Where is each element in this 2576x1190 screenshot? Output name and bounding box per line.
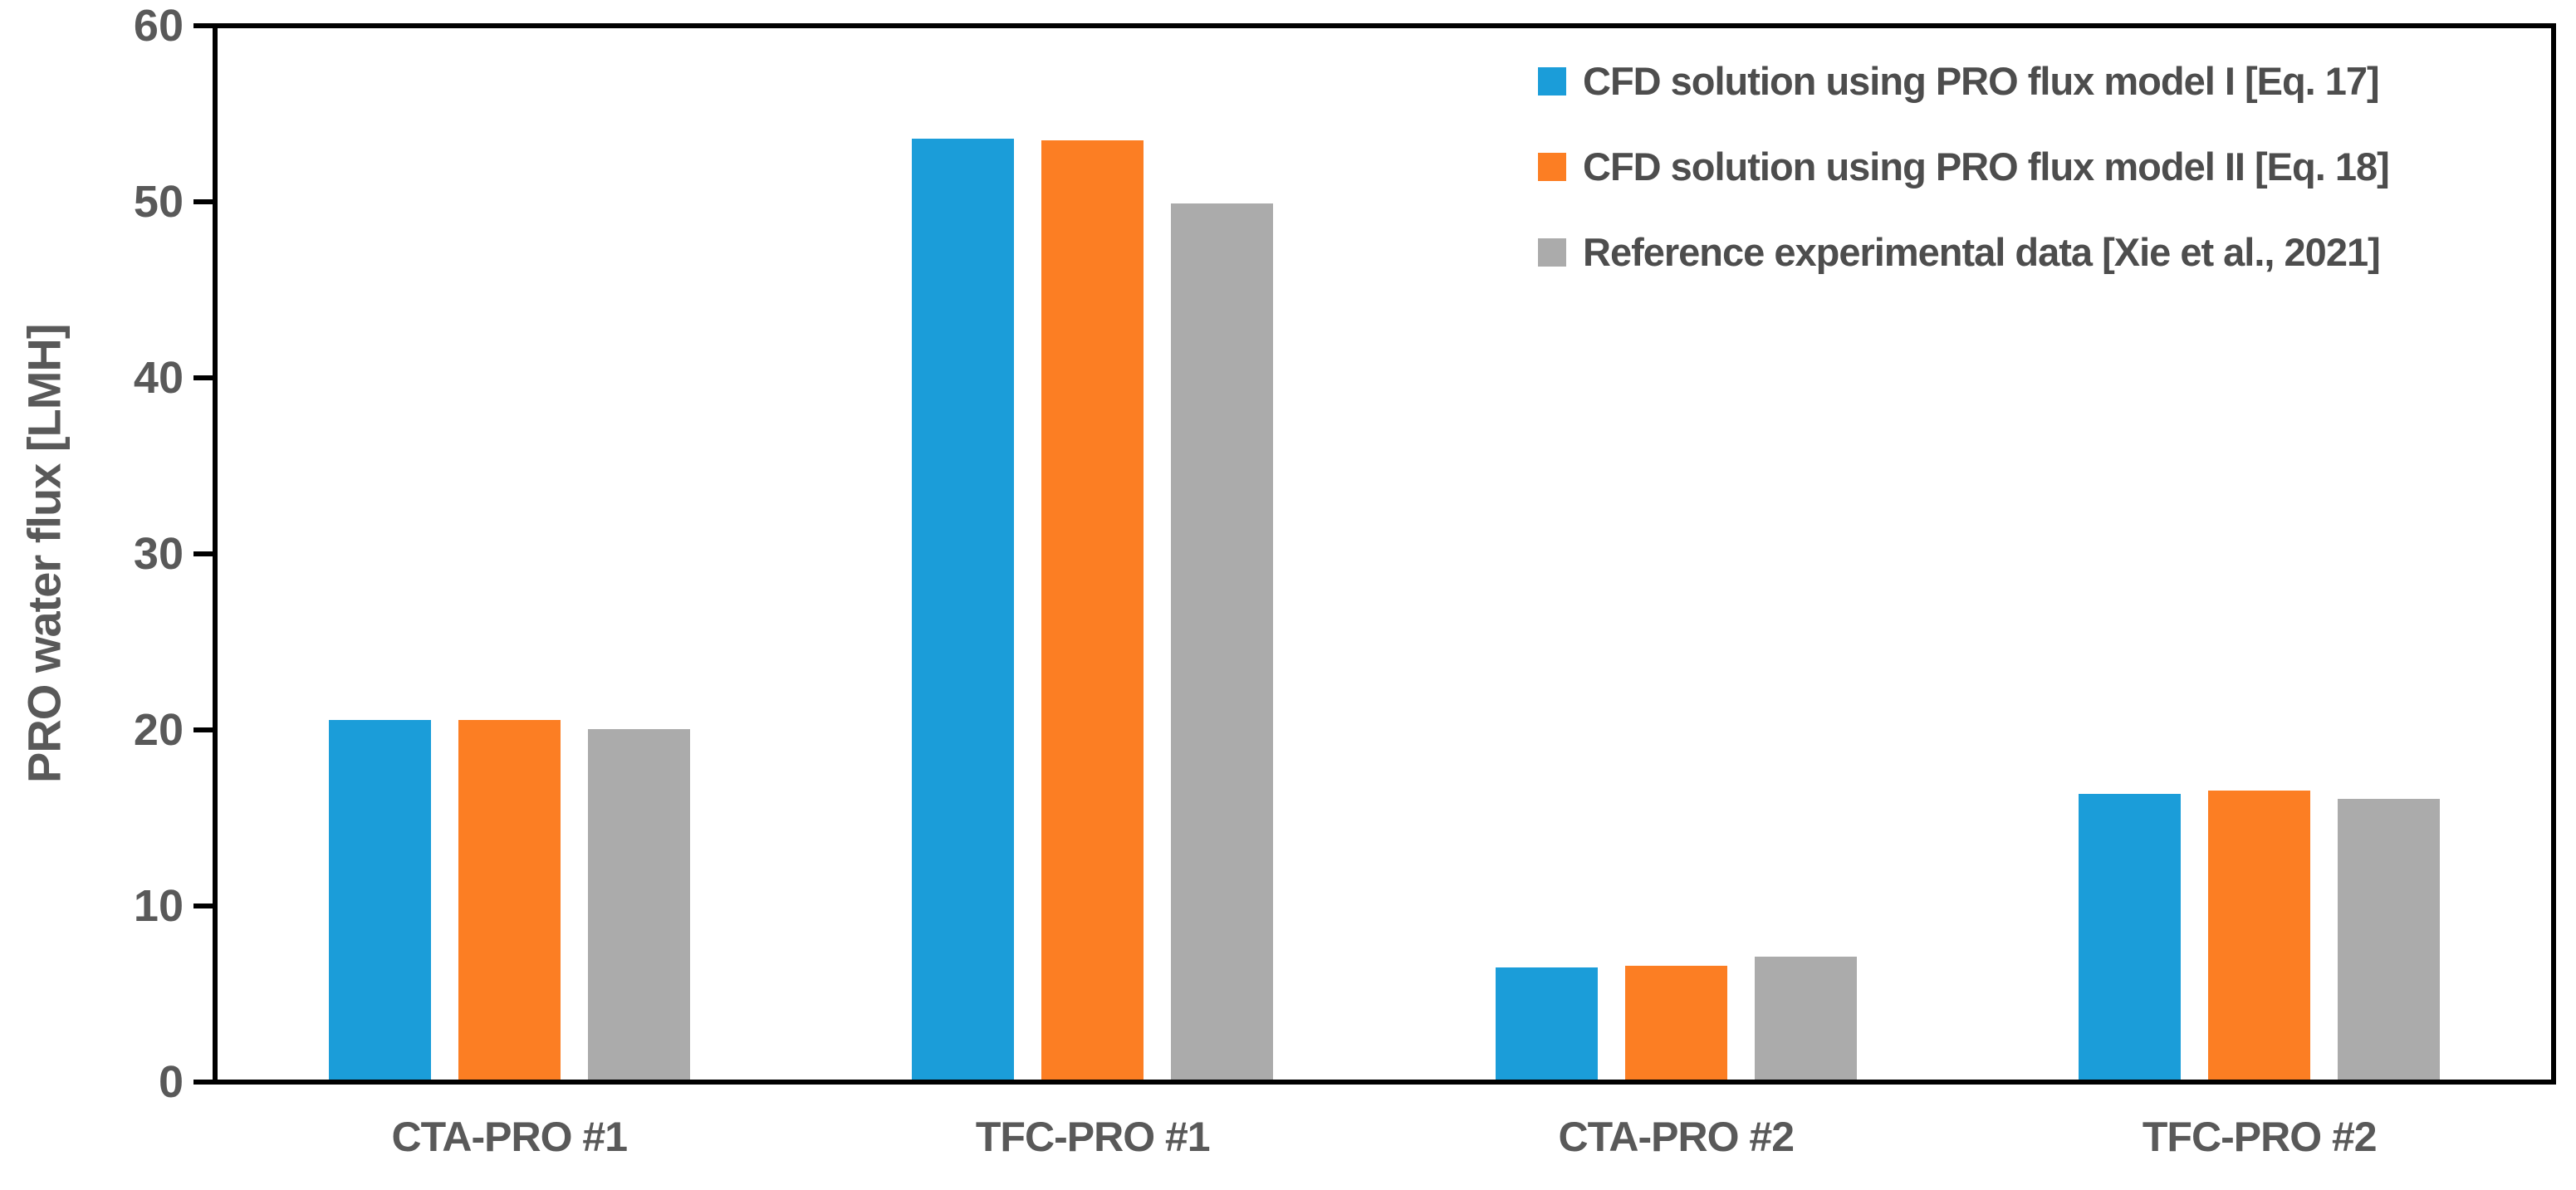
y-axis-tick-label: 40 (133, 353, 184, 403)
y-axis-tick-10 (193, 904, 213, 908)
bar-tfc-pro-2-series-1 (2079, 794, 2182, 1080)
legend-swatch-icon (1538, 238, 1566, 267)
x-axis-category-label: TFC-PRO #2 (2142, 1114, 2378, 1160)
y-axis-tick-60 (193, 23, 213, 28)
legend-label: Reference experimental data [Xie et al.,… (1583, 230, 2381, 274)
x-axis-category-label: CTA-PRO #2 (1558, 1114, 1795, 1160)
y-axis-tick-label: 30 (133, 529, 184, 579)
y-axis-tick-label: 50 (133, 177, 184, 227)
bar-cta-pro-1-series-2 (458, 720, 561, 1080)
y-axis-tick-label: 20 (133, 705, 184, 755)
legend-item-1: CFD solution using PRO flux model I [Eq.… (1538, 59, 2389, 103)
bar-cta-pro-1-series-1 (328, 720, 431, 1080)
y-axis-tick-label: 60 (133, 1, 184, 51)
y-axis-tick-label: 10 (133, 881, 184, 931)
y-axis-tick-0 (193, 1080, 213, 1085)
x-axis-category-label: CTA-PRO #1 (391, 1114, 628, 1160)
y-axis-tick-30 (193, 551, 213, 556)
x-axis-category-label: TFC-PRO #1 (975, 1114, 1211, 1160)
bar-tfc-pro-2-series-2 (2208, 790, 2311, 1080)
y-axis-tick-label: 0 (158, 1057, 184, 1107)
bar-tfc-pro-2-series-3 (2338, 799, 2441, 1080)
bar-tfc-pro-1-series-1 (912, 138, 1015, 1080)
bar-cta-pro-2-series-2 (1624, 965, 1727, 1080)
y-axis-tick-50 (193, 199, 213, 204)
legend-swatch-icon (1538, 153, 1566, 181)
y-axis-tick-20 (193, 727, 213, 732)
bar-cta-pro-2-series-1 (1495, 967, 1598, 1080)
chart-legend: CFD solution using PRO flux model I [Eq.… (1538, 59, 2390, 321)
legend-item-3: Reference experimental data [Xie et al.,… (1538, 230, 2389, 274)
plot-area (213, 23, 2556, 1085)
legend-label: CFD solution using PRO flux model I [Eq.… (1583, 59, 2380, 103)
bar-tfc-pro-1-series-3 (1171, 203, 1274, 1080)
y-axis-title: PRO water flux [LMH] (17, 324, 71, 784)
bar-tfc-pro-1-series-2 (1041, 140, 1144, 1080)
y-axis-tick-40 (193, 375, 213, 380)
legend-item-2: CFD solution using PRO flux model II [Eq… (1538, 144, 2390, 189)
bar-cta-pro-2-series-3 (1754, 957, 1857, 1080)
legend-swatch-icon (1538, 67, 1566, 95)
legend-label: CFD solution using PRO flux model II [Eq… (1583, 144, 2390, 189)
bar-cta-pro-1-series-3 (587, 729, 690, 1080)
